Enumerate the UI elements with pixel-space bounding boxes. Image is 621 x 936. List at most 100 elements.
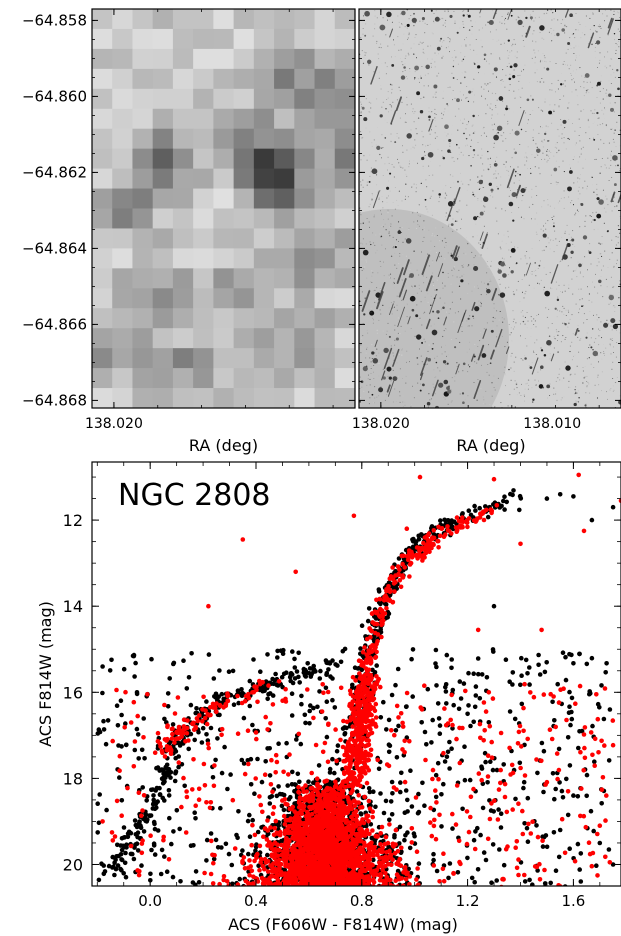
noise-grain xyxy=(410,406,412,408)
noise-grain xyxy=(600,25,601,27)
noise-grain xyxy=(362,186,364,188)
image-pixel xyxy=(253,148,275,170)
noise-grain xyxy=(406,27,408,29)
image-pixel xyxy=(213,188,235,209)
star xyxy=(493,67,498,72)
noise-grain xyxy=(451,133,453,135)
star-point xyxy=(303,720,308,726)
noise-grain xyxy=(369,384,371,386)
noise-grain xyxy=(612,238,614,240)
noise-grain xyxy=(548,242,550,244)
noise-grain xyxy=(539,173,541,175)
star xyxy=(427,357,432,362)
noise-grain xyxy=(483,88,485,90)
noise-grain xyxy=(577,104,579,106)
streak xyxy=(435,251,440,262)
noise-grain xyxy=(553,251,555,253)
noise-grain xyxy=(543,38,545,40)
image-pixel xyxy=(193,388,214,408)
star-point xyxy=(246,851,251,857)
noise-grain xyxy=(423,342,425,344)
noise-grain xyxy=(531,218,532,220)
star-point xyxy=(559,788,565,794)
star xyxy=(505,161,507,163)
noise-grain xyxy=(611,338,613,339)
star-point xyxy=(339,887,344,892)
star-point xyxy=(210,775,216,780)
star xyxy=(603,222,605,224)
noise-grain xyxy=(580,174,581,176)
star xyxy=(481,180,483,182)
noise-grain xyxy=(394,339,396,341)
star-point xyxy=(498,811,504,816)
noise-grain xyxy=(534,156,536,158)
noise-grain xyxy=(558,135,560,137)
star-point xyxy=(567,689,572,695)
image-pixel xyxy=(253,388,275,408)
noise-grain xyxy=(600,139,602,141)
star-point xyxy=(135,848,141,853)
image-pixel xyxy=(193,208,214,229)
star-point xyxy=(139,863,144,868)
noise-grain xyxy=(525,156,527,158)
streak xyxy=(443,316,448,326)
star-point xyxy=(149,847,154,853)
noise-grain xyxy=(598,335,600,337)
noise-grain xyxy=(446,194,448,196)
star-point xyxy=(560,795,566,800)
star-point xyxy=(556,746,562,752)
star-point xyxy=(332,887,337,892)
star-point xyxy=(519,673,524,678)
noise-grain xyxy=(547,220,549,222)
noise-grain xyxy=(426,363,428,365)
noise-grain xyxy=(448,313,450,314)
noise-grain xyxy=(577,261,579,263)
noise-grain xyxy=(376,287,378,289)
image-pixel xyxy=(233,88,255,110)
noise-grain xyxy=(507,236,509,238)
noise-grain xyxy=(459,276,461,278)
streak xyxy=(607,18,614,35)
noise-grain xyxy=(408,229,410,230)
noise-grain xyxy=(432,174,434,176)
noise-grain xyxy=(451,56,453,58)
noise-grain xyxy=(396,380,398,382)
star xyxy=(393,282,395,284)
noise-grain xyxy=(547,286,549,288)
star-point xyxy=(434,683,439,688)
image-pixel xyxy=(132,228,154,249)
star-point xyxy=(388,799,394,804)
image-pixel xyxy=(112,188,133,209)
noise-grain xyxy=(497,233,499,235)
star-point xyxy=(473,684,479,689)
noise-grain xyxy=(361,291,363,293)
star xyxy=(405,183,407,185)
noise-grain xyxy=(395,178,397,180)
noise-grain xyxy=(616,329,617,331)
noise-grain xyxy=(619,280,621,282)
noise-grain xyxy=(614,382,616,383)
noise-grain xyxy=(454,115,456,117)
noise-grain xyxy=(587,118,589,120)
star-point xyxy=(387,817,392,823)
image-pixel xyxy=(112,148,133,170)
image-pixel xyxy=(92,388,113,408)
noise-grain xyxy=(479,244,481,245)
noise-grain xyxy=(519,78,521,80)
noise-grain xyxy=(373,290,374,292)
streak xyxy=(446,205,453,222)
noise-grain xyxy=(585,215,587,217)
noise-grain xyxy=(615,244,617,246)
image-pixel xyxy=(274,148,295,170)
noise-grain xyxy=(452,218,454,220)
star-point xyxy=(327,770,333,775)
star xyxy=(443,379,449,385)
noise-grain xyxy=(583,95,585,97)
star xyxy=(563,171,565,173)
star xyxy=(389,235,391,237)
image-pixel xyxy=(233,28,255,50)
star xyxy=(619,232,621,234)
noise-grain xyxy=(617,94,619,96)
noise-grain xyxy=(469,179,471,181)
star xyxy=(376,348,378,350)
